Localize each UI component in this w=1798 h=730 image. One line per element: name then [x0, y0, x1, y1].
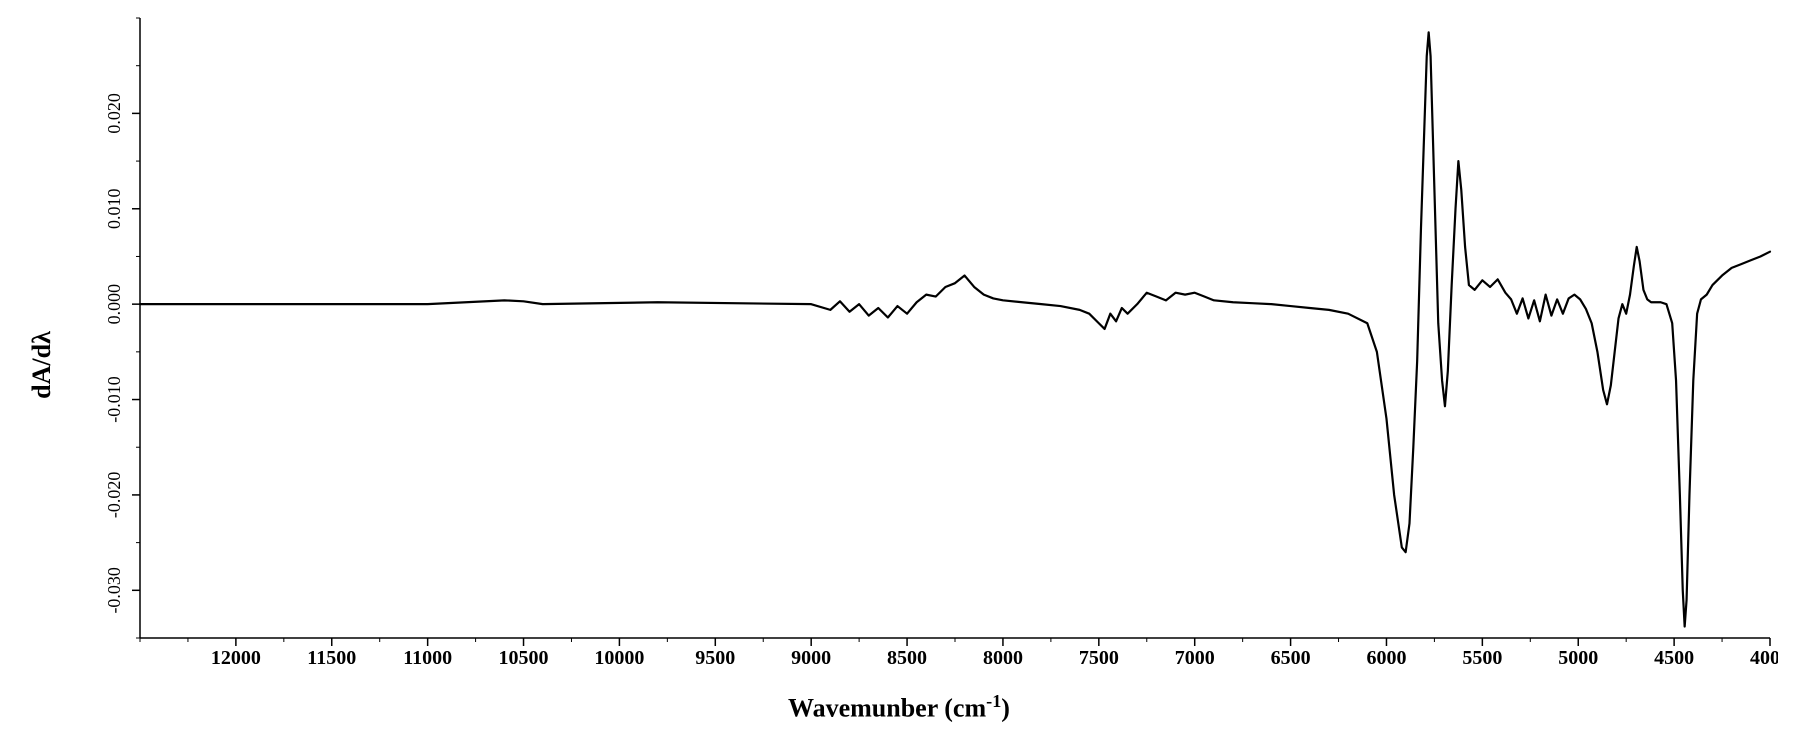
y-axis-label: dA/dλ: [27, 331, 57, 399]
svg-text:9000: 9000: [791, 647, 831, 669]
svg-text:7500: 7500: [1079, 647, 1119, 669]
svg-text:11500: 11500: [307, 647, 356, 669]
svg-text:4000: 4000: [1750, 647, 1778, 669]
svg-text:12000: 12000: [211, 647, 261, 669]
svg-text:5000: 5000: [1558, 647, 1598, 669]
svg-text:-0.030: -0.030: [104, 567, 124, 614]
svg-text:10500: 10500: [499, 647, 549, 669]
svg-text:11000: 11000: [403, 647, 452, 669]
svg-text:-0.010: -0.010: [104, 376, 124, 423]
svg-text:0.010: 0.010: [104, 189, 124, 230]
svg-text:10000: 10000: [594, 647, 644, 669]
plot-area: 12000 11500 11000 10500 10000 9500 9000 8500 800…: [90, 10, 1778, 670]
svg-text:7000: 7000: [1175, 647, 1215, 669]
svg-text:8500: 8500: [887, 647, 927, 669]
x-axis-label: Wavemunber (cm-1): [788, 691, 1010, 724]
plot-svg: 12000 11500 11000 10500 10000 9500 9000 8500 800…: [90, 10, 1778, 670]
svg-text:6000: 6000: [1366, 647, 1406, 669]
svg-text:-0.020: -0.020: [104, 472, 124, 519]
svg-text:6500: 6500: [1271, 647, 1311, 669]
svg-text:0.000: 0.000: [104, 284, 124, 325]
svg-text:4500: 4500: [1654, 647, 1694, 669]
svg-text:9500: 9500: [695, 647, 735, 669]
svg-text:0.020: 0.020: [104, 93, 124, 134]
spectrum-chart: dA/dλ Wavemunber (cm-1) 1200011500110001…: [0, 0, 1798, 730]
svg-text:5500: 5500: [1462, 647, 1502, 669]
svg-text:8000: 8000: [983, 647, 1023, 669]
